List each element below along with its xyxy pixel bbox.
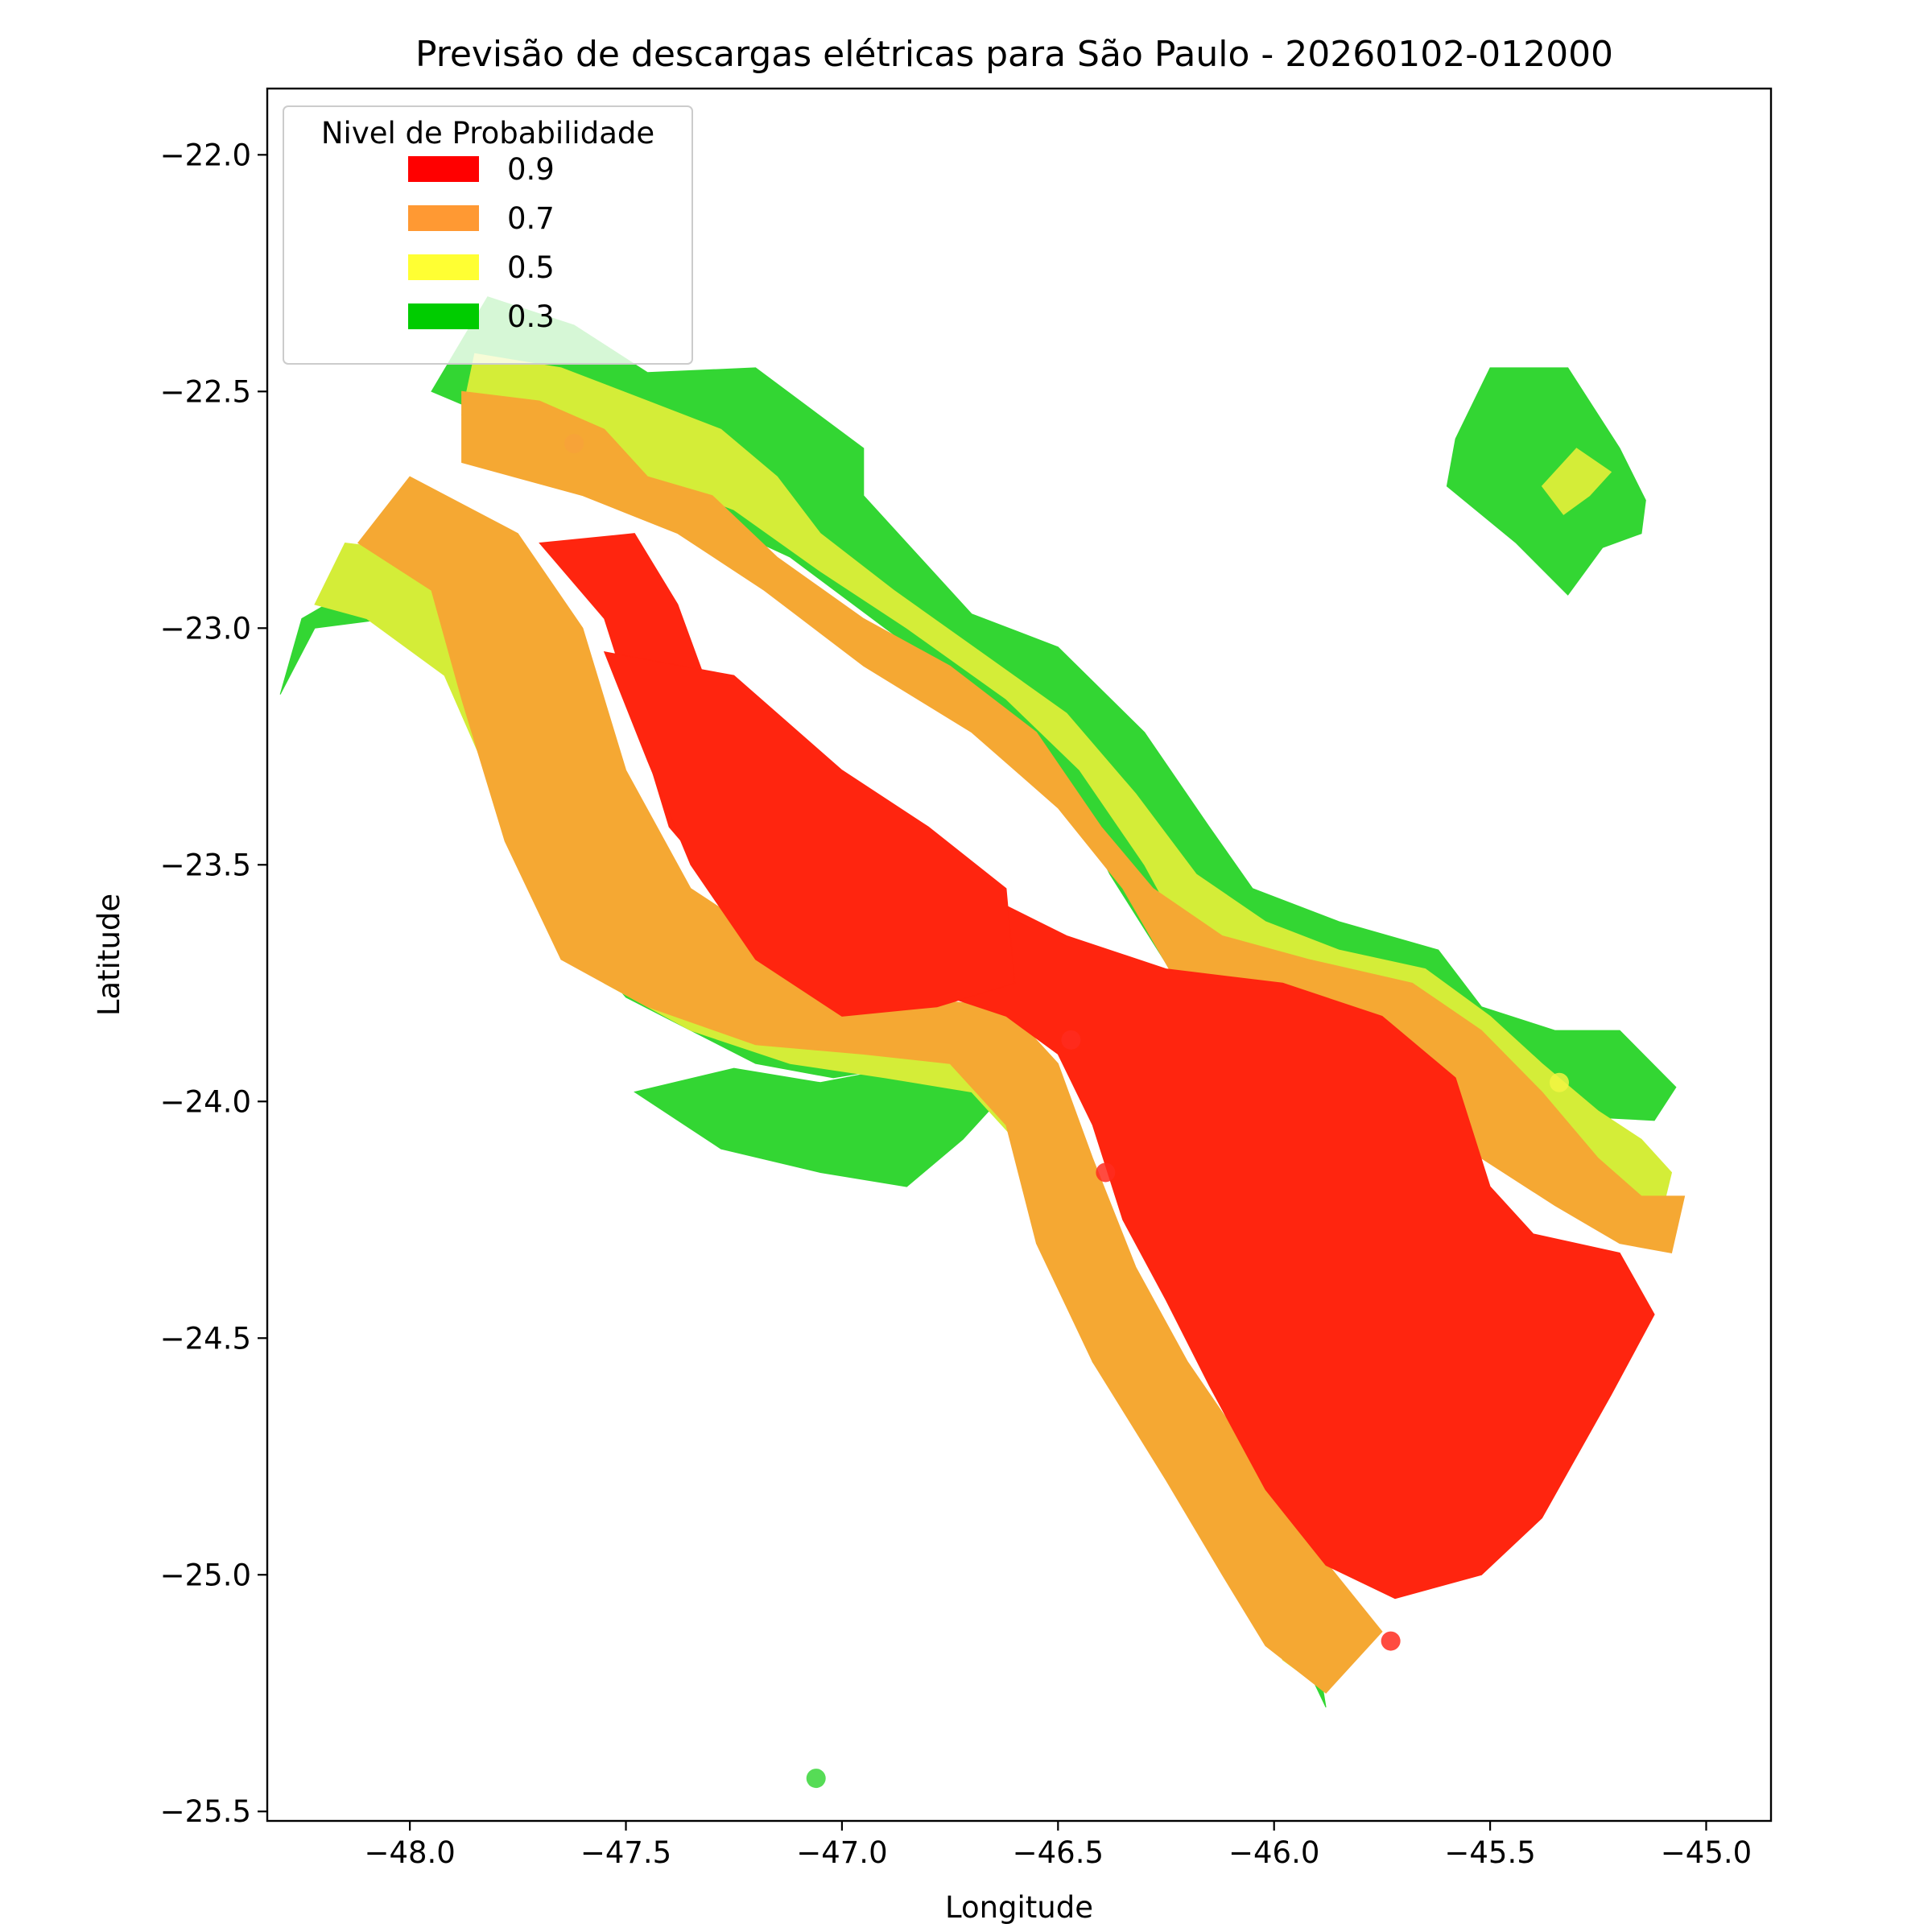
contour-level-09-region-1 — [603, 651, 1016, 1017]
legend: Nivel de Probabilidade 0.9 0.7 0.5 0.3 — [283, 105, 693, 365]
legend-swatch-2 — [408, 254, 479, 280]
x-tick-label-6: −45.0 — [1661, 1835, 1752, 1870]
y-tick-label-4: −24.0 — [160, 1084, 251, 1119]
y-tick-label-0: −22.0 — [160, 138, 251, 172]
x-axis: −48.0 −47.5 −47.0 −46.5 −46.0 −45.5 −45.0 — [364, 1821, 1752, 1870]
x-tick-label-5: −45.5 — [1444, 1835, 1535, 1870]
observation-point-4 — [1549, 1072, 1569, 1092]
legend-swatch-0 — [408, 156, 479, 182]
legend-label-3: 0.3 — [507, 299, 555, 334]
x-tick-label-3: −46.5 — [1013, 1835, 1104, 1870]
y-axis: −22.0 −22.5 −23.0 −23.5 −24.0 −24.5 −25.0 −25.5 — [160, 138, 267, 1829]
y-axis-label: Latitude — [92, 894, 126, 1016]
y-tick-label-6: −25.0 — [160, 1558, 251, 1592]
y-tick-label-1: −22.5 — [160, 374, 251, 409]
plot-area — [279, 296, 1686, 1789]
y-tick-label-5: −24.5 — [160, 1321, 251, 1356]
contour-level-03-region-2 — [634, 1063, 1007, 1187]
legend-label-0: 0.9 — [507, 152, 555, 187]
observation-point-1 — [1061, 1030, 1081, 1050]
contour-level-05-region-2 — [1541, 448, 1612, 515]
legend-label-1: 0.7 — [507, 201, 555, 236]
y-tick-label-7: −25.5 — [160, 1794, 251, 1829]
observation-point-0 — [564, 433, 584, 453]
legend-entries: 0.9 0.7 0.5 0.3 — [408, 152, 555, 334]
x-tick-label-1: −47.5 — [580, 1835, 671, 1870]
plot-frame — [266, 87, 1773, 1823]
observation-point-5 — [806, 1769, 826, 1789]
probability-contours — [279, 296, 1686, 1708]
legend-swatch-3 — [408, 303, 479, 329]
chart-title: Previsão de descargas elétricas para São… — [415, 34, 1613, 75]
x-tick-label-4: −46.0 — [1228, 1835, 1319, 1870]
observation-point-2 — [1096, 1162, 1116, 1183]
legend-label-2: 0.5 — [507, 250, 555, 285]
legend-box — [283, 105, 693, 365]
x-tick-label-2: −47.0 — [796, 1835, 887, 1870]
x-axis-label: Longitude — [945, 1890, 1093, 1925]
observation-point-3 — [1381, 1631, 1401, 1651]
observation-points — [564, 433, 1569, 1789]
y-tick-label-2: −23.0 — [160, 611, 251, 646]
contour-level-07-region-1 — [357, 476, 1383, 1694]
legend-swatch-1 — [408, 205, 479, 231]
y-tick-label-3: −23.5 — [160, 848, 251, 882]
x-tick-label-0: −48.0 — [364, 1835, 455, 1870]
legend-title: Nivel de Probabilidade — [321, 116, 654, 151]
